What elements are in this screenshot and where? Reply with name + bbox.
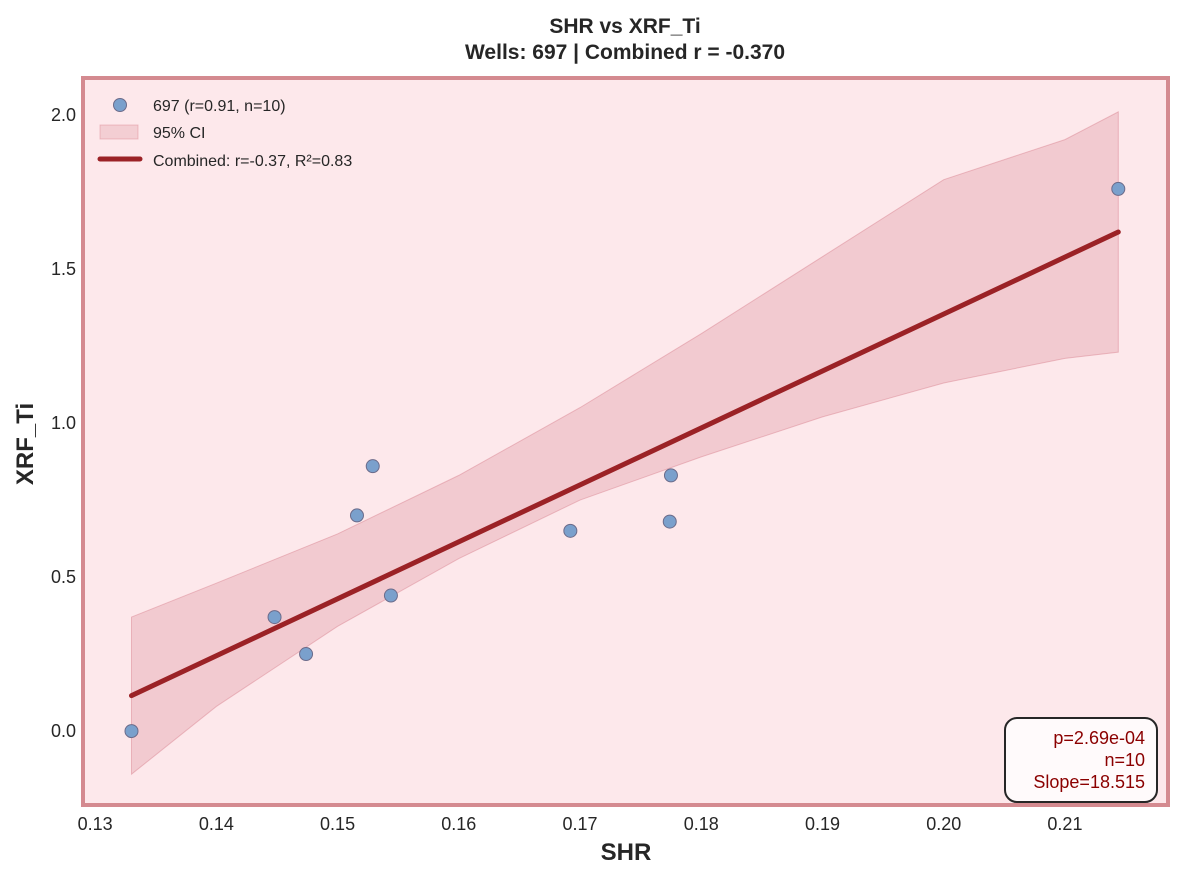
x-axis-ticks: 0.13 0.14 0.15 0.16 0.17 0.18 0.19 0.20 0.21 [78, 814, 1083, 834]
x-tick-label: 0.17 [563, 814, 598, 834]
scatter-points-layer [124, 181, 1126, 739]
x-tick-label: 0.14 [199, 814, 234, 834]
scatter-point [383, 588, 398, 603]
y-axis-ticks: 0.0 0.5 1.0 1.5 2.0 [51, 105, 76, 741]
stats-p-value: p=2.69e-04 [1053, 728, 1145, 748]
scatter-point [563, 523, 578, 538]
scatter-point [663, 468, 678, 483]
regression-line [128, 229, 1121, 699]
legend-label-ci: 95% CI [153, 125, 205, 142]
x-axis-label: SHR [601, 839, 652, 866]
scatter-point [662, 514, 677, 529]
legend-marker-ci [99, 124, 139, 140]
scatter-point [267, 610, 282, 625]
chart-title: SHR vs XRF_Ti [549, 15, 700, 38]
scatter-point [1111, 181, 1126, 196]
x-tick-label: 0.21 [1047, 814, 1082, 834]
x-tick-label: 0.18 [684, 814, 719, 834]
x-tick-label: 0.15 [320, 814, 355, 834]
chart-subtitle: Wells: 697 | Combined r = -0.370 [465, 41, 785, 64]
scatter-point [365, 459, 380, 474]
confidence-band [130, 111, 1119, 776]
legend: 697 (r=0.91, n=10) 95% CI Combined: r=-0… [97, 98, 352, 170]
x-tick-label: 0.16 [441, 814, 476, 834]
stats-slope: Slope=18.515 [1033, 772, 1145, 792]
legend-label-points: 697 (r=0.91, n=10) [153, 98, 286, 115]
y-tick-label: 2.0 [51, 105, 76, 125]
x-tick-label: 0.20 [926, 814, 961, 834]
y-tick-label: 1.0 [51, 413, 76, 433]
plot-area [83, 78, 1168, 805]
stats-box: p=2.69e-04 n=10 Slope=18.515 [1004, 717, 1158, 803]
y-tick-label: 1.5 [51, 259, 76, 279]
legend-label-line: Combined: r=-0.37, R²=0.83 [153, 153, 352, 170]
stats-box-frame [1004, 717, 1158, 803]
y-tick-label: 0.0 [51, 721, 76, 741]
plot-frame [81, 76, 1170, 807]
scatter-point [299, 647, 314, 662]
x-tick-label: 0.13 [78, 814, 113, 834]
legend-marker-points [113, 98, 127, 112]
scatter-point [349, 508, 364, 523]
scatter-point [124, 724, 139, 739]
confidence-band-layer [130, 111, 1119, 776]
y-axis-label: XRF_Ti [12, 403, 39, 485]
y-tick-label: 0.5 [51, 567, 76, 587]
x-tick-label: 0.19 [805, 814, 840, 834]
stats-n: n=10 [1104, 750, 1145, 770]
regression-line-layer [128, 229, 1121, 699]
